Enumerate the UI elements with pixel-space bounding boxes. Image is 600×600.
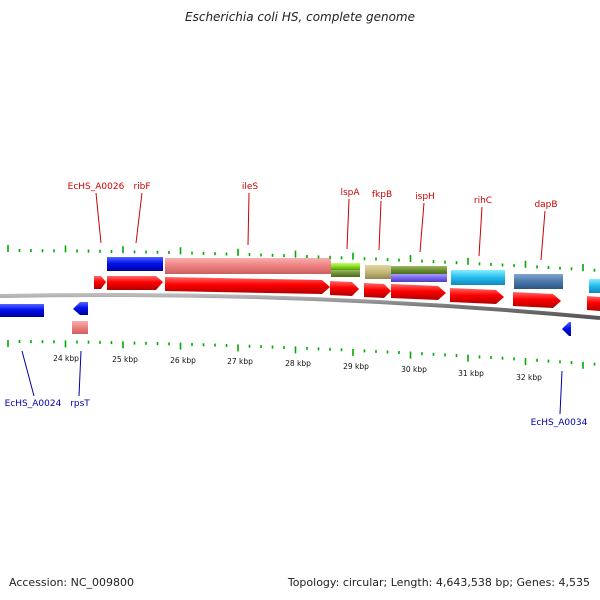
gene-arrow[interactable] [0, 304, 44, 317]
kbp-label: 32 kbp [516, 373, 542, 382]
gene-label-isph[interactable]: ispH [415, 192, 435, 202]
gene-arrow[interactable] [94, 276, 106, 289]
gene-arrow[interactable] [107, 276, 163, 290]
gene-label-dapb[interactable]: dapB [534, 200, 557, 210]
kbp-label: 27 kbp [227, 357, 253, 366]
genome-backbone [0, 292, 600, 320]
gene-label-rpst[interactable]: rpsT [70, 399, 90, 409]
gene-label-iles[interactable]: ileS [242, 182, 259, 192]
gene-block[interactable] [391, 266, 447, 274]
gene-block[interactable] [365, 265, 391, 279]
kbp-label: 30 kbp [401, 365, 427, 374]
kbp-label: 25 kbp [112, 355, 138, 364]
gene-block[interactable] [72, 321, 88, 334]
top-gene-labels: EcHS_A0026 ribF ileS lspA fkpB ispH rihC… [68, 182, 558, 261]
gene-arrow[interactable] [562, 322, 571, 336]
kbp-label: 28 kbp [285, 359, 311, 368]
accession-text: Accession: NC_009800 [9, 576, 135, 589]
kbp-scale: 24 kbp 25 kbp 26 kbp 27 kbp 28 kbp 29 kb… [53, 354, 542, 382]
gene-label-fkpb[interactable]: fkpB [372, 190, 392, 200]
gene-arrow[interactable] [364, 283, 391, 298]
gene-arrow[interactable] [450, 288, 504, 304]
gene-block[interactable] [514, 274, 563, 289]
gene-block[interactable] [331, 270, 360, 277]
gene-label-echs-a0024[interactable]: EcHS_A0024 [5, 399, 62, 409]
gene-arrow[interactable] [330, 281, 359, 296]
gene-band-cog [107, 257, 600, 293]
gene-arrow[interactable] [391, 284, 446, 300]
gene-block[interactable] [165, 258, 331, 274]
gene-arrow[interactable] [73, 302, 88, 315]
bottom-gene-labels: EcHS_A0024 rpsT EcHS_A0034 [5, 350, 588, 428]
gene-label-rihc[interactable]: rihC [474, 196, 492, 206]
kbp-label: 24 kbp [53, 354, 79, 363]
reverse-strand-genes [0, 302, 571, 336]
gene-label-lspa[interactable]: lspA [340, 188, 360, 198]
gene-label-echs-a0034[interactable]: EcHS_A0034 [531, 418, 588, 428]
gene-block[interactable] [391, 274, 447, 282]
gene-label-ribf[interactable]: ribF [133, 182, 150, 192]
gene-block[interactable] [451, 270, 505, 285]
gene-arrow[interactable] [587, 296, 600, 311]
gene-block[interactable] [331, 263, 360, 270]
map-title: Escherichia coli HS, complete genome [185, 10, 415, 24]
kbp-label: 31 kbp [458, 369, 484, 378]
gene-block[interactable] [589, 279, 600, 293]
forward-strand-genes [94, 276, 600, 311]
lower-tick-marks [7, 340, 596, 369]
gene-block[interactable] [107, 257, 163, 271]
gene-arrow[interactable] [513, 292, 561, 308]
gene-arrow[interactable] [165, 277, 330, 294]
kbp-label: 29 kbp [343, 362, 369, 371]
kbp-label: 26 kbp [170, 356, 196, 365]
genome-summary-text: Topology: circular; Length: 4,643,538 bp… [287, 576, 590, 589]
gene-label-echs-a0026[interactable]: EcHS_A0026 [68, 182, 125, 192]
upper-tick-marks [7, 245, 596, 272]
